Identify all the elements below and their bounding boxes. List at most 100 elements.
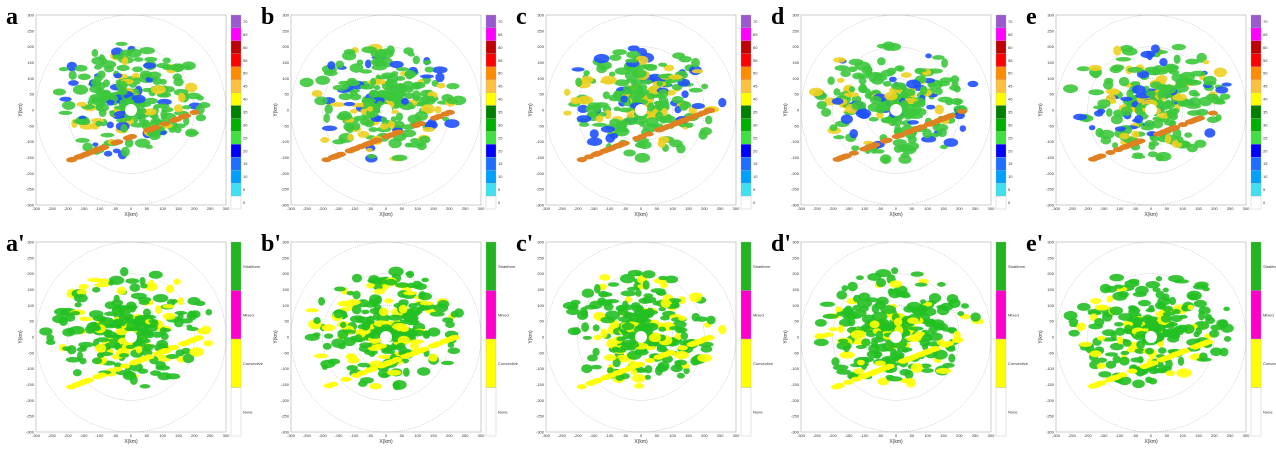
y-tick-label: 50 — [540, 92, 545, 97]
colorbar-label: Convective — [243, 361, 264, 366]
echo — [612, 49, 627, 55]
x-tick-label: -50 — [112, 206, 119, 211]
echo — [570, 97, 581, 104]
echo — [334, 286, 346, 291]
echo — [594, 284, 601, 294]
echo — [605, 310, 620, 320]
echo — [572, 327, 581, 335]
colorbar-label: 55 — [753, 58, 758, 63]
echo — [625, 342, 640, 348]
echo — [1151, 68, 1161, 75]
panel-label: e' — [1026, 231, 1043, 257]
echo — [856, 275, 864, 280]
echo-band — [859, 147, 869, 152]
echo-band — [440, 339, 450, 344]
x-tick-label: -150 — [334, 206, 343, 211]
colorbar-segment — [996, 106, 1006, 119]
echo — [75, 65, 88, 72]
panel-label: c' — [516, 231, 533, 257]
echo — [403, 368, 410, 377]
echo — [915, 283, 928, 287]
echo — [173, 73, 183, 80]
echo — [947, 294, 959, 304]
panel-label: d' — [771, 231, 791, 257]
colorbar-label: 60 — [498, 45, 503, 50]
echo — [377, 101, 384, 105]
echo-band — [1167, 353, 1177, 358]
echo — [1141, 125, 1154, 130]
colorbar-label: Mixed — [243, 312, 254, 317]
echo — [622, 300, 628, 309]
echo — [330, 102, 346, 107]
echo — [1132, 379, 1145, 388]
x-tick-label: 150 — [1195, 433, 1202, 438]
x-tick-label: 300 — [478, 206, 485, 211]
colorbar-segment — [996, 196, 1006, 209]
colorbar-label: Convective — [753, 361, 774, 366]
echo — [604, 354, 617, 361]
echo — [96, 337, 110, 342]
echo-band — [355, 145, 365, 150]
colorbar-segment — [231, 131, 241, 144]
echo — [139, 277, 145, 285]
echo — [1107, 295, 1113, 302]
echo — [1120, 351, 1129, 355]
colorbar-segment — [996, 80, 1006, 93]
echo — [590, 129, 599, 138]
panel-label: a — [6, 4, 18, 30]
colorbar-label: 20 — [498, 148, 503, 153]
echo-band — [680, 118, 690, 123]
y-tick-label: -250 — [26, 414, 35, 419]
echo — [920, 299, 926, 303]
echo — [913, 100, 925, 107]
echo — [577, 115, 592, 122]
echo — [1214, 67, 1227, 77]
echo — [677, 373, 685, 379]
x-tick-label: 200 — [191, 433, 198, 438]
panel: -300-300-250-250-200-200-150-150-100-100… — [516, 4, 758, 218]
colorbar-label: 65 — [1008, 32, 1013, 37]
echo — [935, 88, 943, 95]
echo — [1109, 274, 1124, 281]
x-tick-label: 300 — [733, 206, 740, 211]
echo-band — [171, 117, 181, 122]
echo — [389, 86, 396, 95]
echo — [75, 138, 89, 143]
y-tick-label: -250 — [791, 414, 800, 419]
x-tick-label: 300 — [733, 433, 740, 438]
echo — [1103, 80, 1113, 89]
echo — [373, 92, 386, 97]
echo — [144, 57, 157, 62]
y-axis-label: Y(km) — [18, 103, 24, 117]
colorbar-label: Mixed — [498, 312, 509, 317]
echo — [451, 311, 459, 318]
echo — [940, 77, 953, 82]
echo — [334, 309, 344, 318]
echo — [575, 78, 582, 87]
y-tick-label: 0 — [287, 108, 290, 113]
echo — [157, 372, 171, 380]
x-tick-label: 100 — [1179, 206, 1186, 211]
echo — [868, 103, 883, 112]
echo — [678, 316, 686, 321]
y-tick-label: 150 — [792, 287, 799, 292]
y-tick-label: 0 — [287, 335, 290, 340]
echo — [352, 291, 360, 300]
echo — [59, 97, 71, 102]
x-tick-label: -100 — [860, 433, 869, 438]
echo — [1187, 305, 1193, 311]
x-tick-label: -250 — [813, 433, 822, 438]
y-tick-label: -50 — [793, 350, 800, 355]
echo — [314, 354, 328, 359]
y-tick-label: -300 — [536, 203, 545, 208]
echo — [107, 122, 114, 129]
echo-band — [605, 373, 615, 378]
echo — [672, 96, 684, 103]
echo — [847, 282, 857, 292]
colorbar-label: 70 — [498, 19, 503, 24]
echo-band — [1170, 125, 1180, 130]
echo — [941, 58, 948, 68]
colorbar-segment — [1251, 67, 1261, 80]
echo — [1174, 55, 1181, 64]
echo — [1097, 363, 1106, 369]
